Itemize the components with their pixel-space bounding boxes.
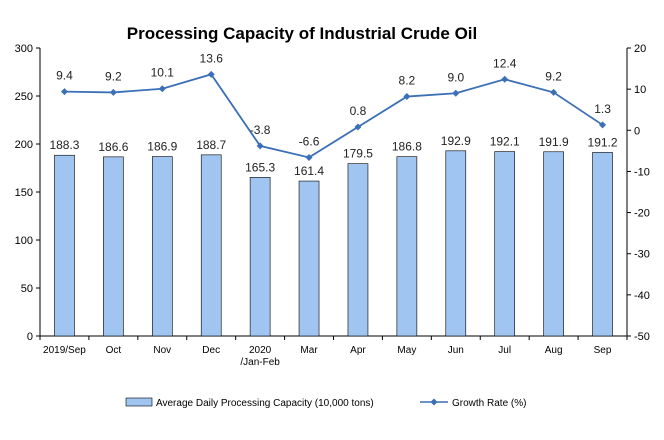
y-right-tick-label: -40 <box>634 290 650 302</box>
x-tick-label: Jun <box>448 345 464 356</box>
line-data-label: 12.4 <box>493 56 517 70</box>
y-left-tick-label: 0 <box>27 331 33 343</box>
y-left-tick-label: 150 <box>15 187 33 199</box>
y-left-tick-label: 300 <box>15 43 33 55</box>
bar <box>151 156 173 337</box>
line-data-label: 9.2 <box>105 69 122 83</box>
line-point-marker <box>550 88 558 96</box>
line-data-label: 10.1 <box>151 66 175 80</box>
bar-data-label: 186.9 <box>147 140 177 154</box>
line-point-marker <box>305 153 313 161</box>
bar-data-label: 192.9 <box>441 134 471 148</box>
line-point-marker <box>501 75 509 83</box>
line-point-marker <box>599 121 607 129</box>
y-right-tick-label: 10 <box>634 84 646 96</box>
y-left-tick-label: 100 <box>15 235 33 247</box>
bar <box>494 151 516 337</box>
line-point-marker <box>207 70 215 78</box>
line-data-label: 9.4 <box>56 69 73 83</box>
line-point-marker <box>403 93 411 101</box>
line-data-label: 0.8 <box>350 104 367 118</box>
y-right-tick-label: -10 <box>634 166 650 178</box>
line-data-label: 9.2 <box>545 69 562 83</box>
bar <box>249 177 271 337</box>
line-data-label: -6.6 <box>299 134 320 148</box>
bar <box>298 180 320 337</box>
line-data-label: 1.3 <box>594 102 611 116</box>
bar-data-label: 186.8 <box>392 140 422 154</box>
line-point-marker <box>158 85 166 93</box>
bar <box>200 154 222 337</box>
y-right-tick-label: 0 <box>634 125 640 137</box>
line-data-label: 9.0 <box>447 70 464 84</box>
bar-data-label: 179.5 <box>343 147 373 161</box>
line-data-label: 8.2 <box>399 74 416 88</box>
growth-rate-line <box>64 73 604 159</box>
x-tick-label: Oct <box>106 345 122 356</box>
bar <box>347 163 369 337</box>
x-tick-label: Apr <box>350 345 366 356</box>
line-point-marker <box>109 88 117 96</box>
legend-swatch-bar <box>125 397 153 407</box>
y-right-tick-label: 20 <box>634 43 646 55</box>
y-left-tick-label: 50 <box>21 283 33 295</box>
x-tick-label: Aug <box>545 345 563 356</box>
x-tick-label: 2020/Jan-Feb <box>240 345 280 368</box>
bar-data-label: 186.6 <box>98 140 128 154</box>
bar-data-label: 188.3 <box>49 138 79 152</box>
x-tick-label: Sep <box>594 345 612 356</box>
bar-series <box>54 150 613 337</box>
bar <box>445 150 467 337</box>
x-tick-label: 2019/Sep <box>43 345 86 356</box>
line-point-marker <box>256 142 264 150</box>
legend: Average Daily Processing Capacity (10,00… <box>125 397 526 409</box>
bar-data-label: 191.2 <box>588 135 618 149</box>
line-point-marker <box>60 88 68 96</box>
y-left-tick-label: 250 <box>15 91 33 103</box>
chart-title: Processing Capacity of Industrial Crude … <box>127 24 477 43</box>
line-data-label: 13.6 <box>200 51 224 65</box>
legend-label-line: Growth Rate (%) <box>452 398 526 409</box>
bar <box>396 156 418 337</box>
bar-data-label: 188.7 <box>196 138 226 152</box>
line-point-marker <box>354 123 362 131</box>
line-series <box>60 70 607 161</box>
bar-data-label: 161.4 <box>294 164 324 178</box>
line-data-labels: 9.4 9.2 10.1 13.6 -3.8 -6.6 0.8 8.2 9.0 12.4 9.2 1.… <box>56 51 611 148</box>
bar-data-label: 191.9 <box>539 135 569 149</box>
bar-data-label: 165.3 <box>245 160 275 174</box>
y-left-tick-label: 200 <box>15 139 33 151</box>
bar-data-label: 192.1 <box>490 135 520 149</box>
y-right-tick-label: -20 <box>634 208 650 220</box>
axes: 050100150200250300-50-40-30-20-100102020… <box>15 43 650 368</box>
bar <box>543 151 564 337</box>
x-tick-label: Jul <box>498 345 511 356</box>
y-right-tick-label: -30 <box>634 249 650 261</box>
line-point-marker <box>452 89 460 97</box>
line-data-label: -3.8 <box>250 123 271 137</box>
bar-data-labels: 188.3 186.6 186.9 188.7 165.3 161.4 179.5 186.8… <box>49 134 617 178</box>
bar <box>592 152 613 337</box>
bar <box>54 154 75 337</box>
x-tick-label: Dec <box>202 345 220 356</box>
x-tick-label: Nov <box>153 345 171 356</box>
bar <box>103 156 124 337</box>
x-tick-label: May <box>397 345 416 356</box>
y-right-tick-label: -50 <box>634 331 650 343</box>
x-tick-label: Mar <box>300 345 318 356</box>
legend-label-bar: Average Daily Processing Capacity (10,00… <box>156 398 374 409</box>
legend-swatch-marker <box>430 398 438 406</box>
